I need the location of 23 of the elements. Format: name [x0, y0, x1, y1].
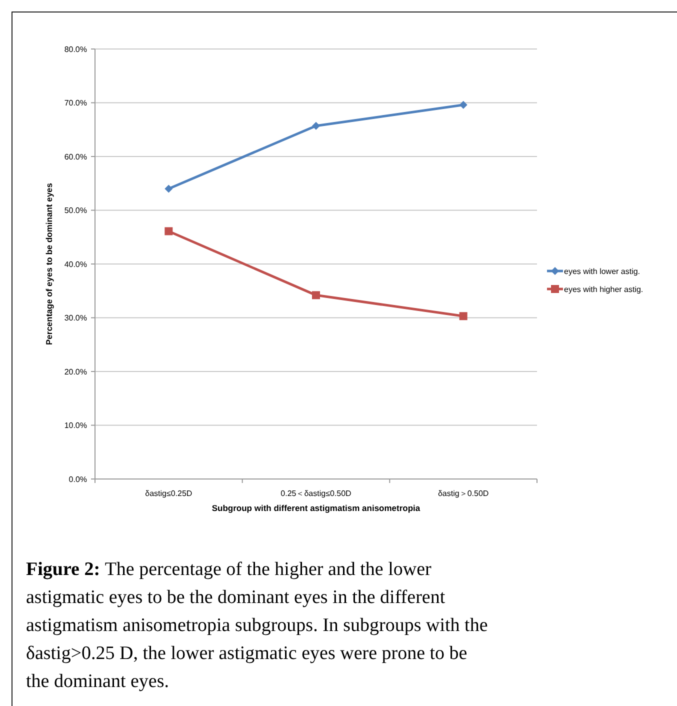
- point: [459, 312, 468, 320]
- x-axis-title: Subgroup with different astigmatism anisometropia: [212, 503, 420, 513]
- y-axis-title: Percentage of eyes to be dominant eyes: [44, 182, 54, 346]
- y-tick-label: 50.0%: [64, 206, 87, 216]
- point: [164, 227, 173, 236]
- x-tick-label: δastig≤0.25D: [145, 489, 192, 498]
- point: [312, 122, 320, 130]
- point: [459, 100, 468, 109]
- y-tick-label: 0.0%: [68, 474, 87, 484]
- y-tick-label: 80.0%: [64, 44, 87, 54]
- y-tick-label: 30.0%: [64, 314, 87, 323]
- x-tick-label: δastig＞0.50D: [438, 489, 489, 498]
- y-tick-label: 70.0%: [64, 98, 87, 108]
- point: [312, 291, 320, 300]
- y-tick-label: 20.0%: [64, 367, 87, 376]
- caption: Figure 2:: [26, 559, 105, 580]
- legend-label: eyes with lower astig.: [564, 266, 640, 276]
- y-tick-label: 10.0%: [64, 421, 87, 430]
- y-tick-label: 40.0%: [64, 260, 87, 269]
- x-tick-label: 0.25＜δastig≤0.50D: [280, 489, 352, 498]
- y-tick-label: 60.0%: [64, 152, 87, 162]
- legend-label: eyes with higher astig.: [564, 284, 644, 294]
- point: [164, 184, 173, 193]
